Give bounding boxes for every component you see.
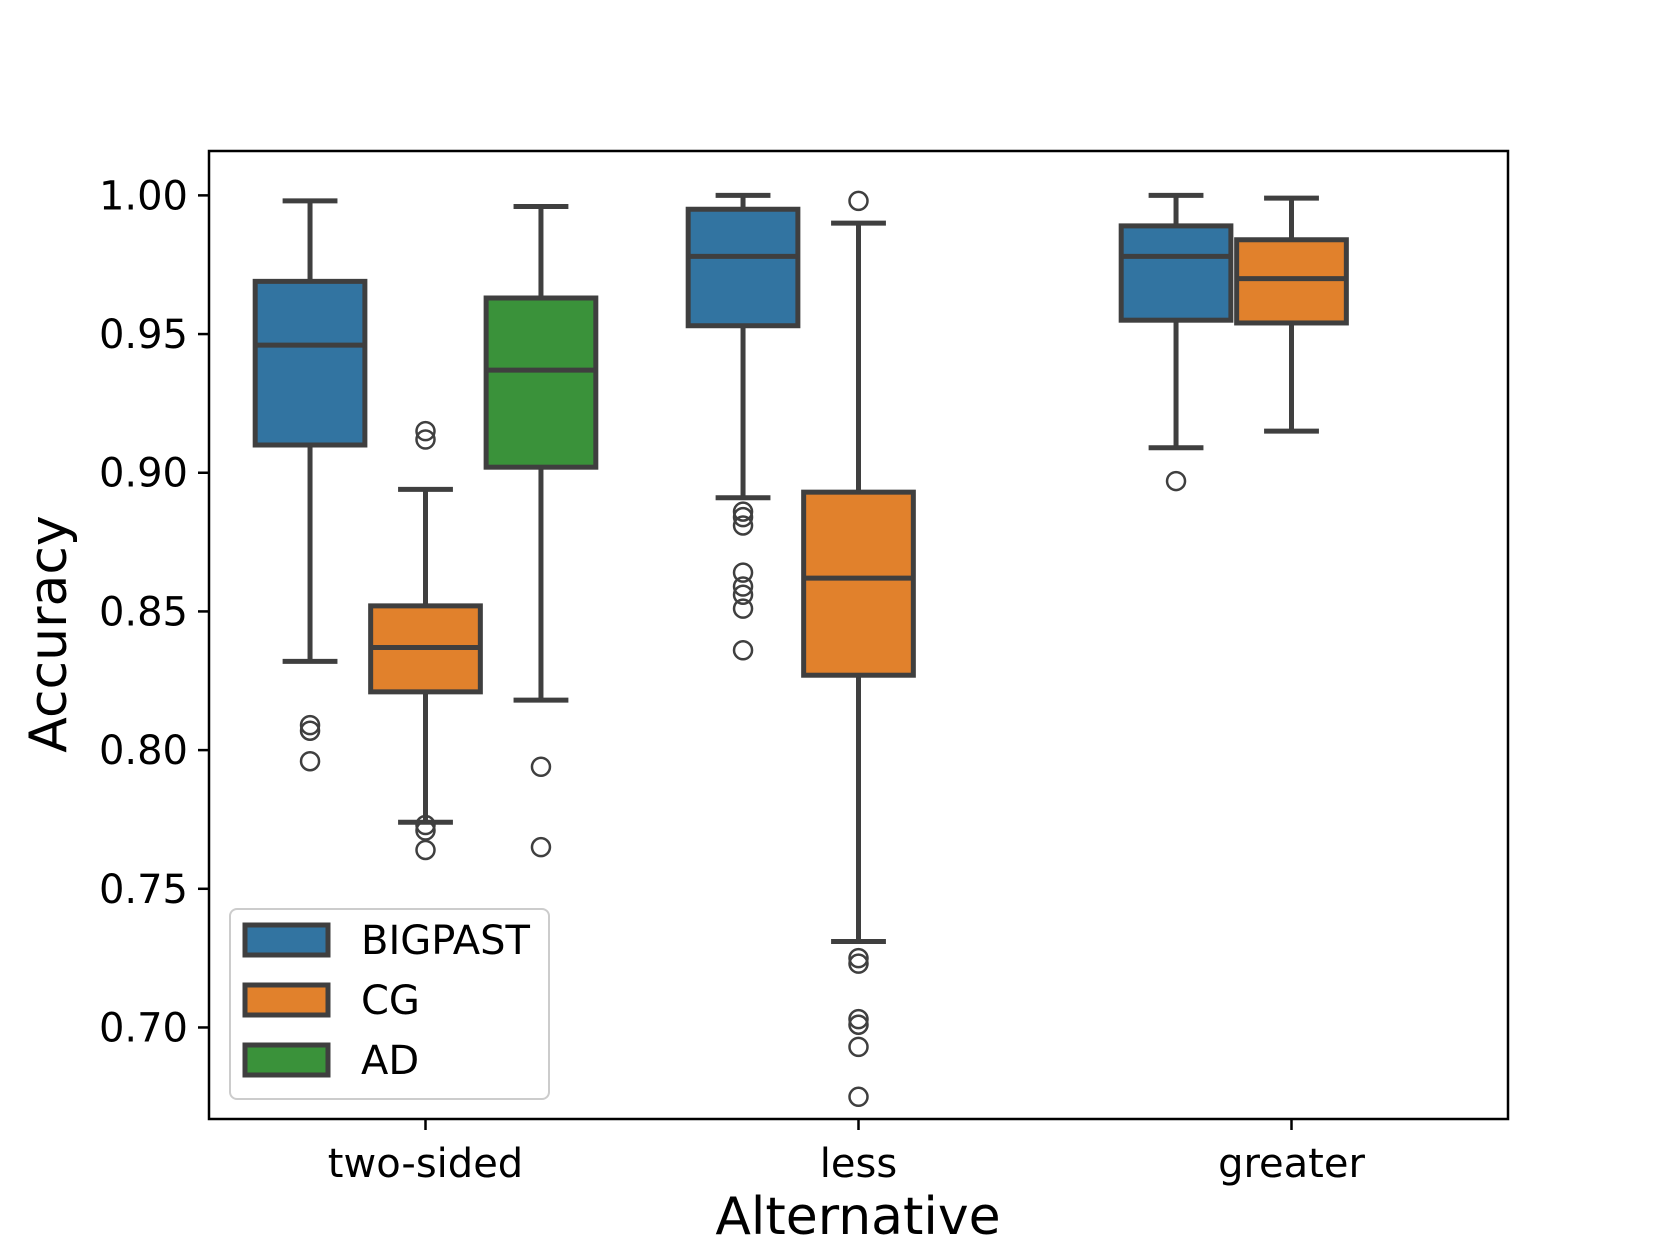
outlier-point xyxy=(415,820,436,841)
legend-swatch-bigpast xyxy=(242,922,331,958)
outlier-point xyxy=(530,756,552,777)
y-tick-label: 0.75 xyxy=(99,867,188,913)
iqr-box xyxy=(1234,237,1349,326)
box-cg-two-sided xyxy=(368,420,483,861)
iqr-box xyxy=(685,206,801,329)
outlier-point xyxy=(299,750,321,772)
outlier-point xyxy=(848,1014,869,1035)
legend-label-cg: CG xyxy=(361,978,420,1024)
y-axis-ticks: 0.70 0.75 0.80 0.85 0.90 0.95 1.00 xyxy=(99,173,209,1051)
outlier-point xyxy=(415,839,436,861)
outlier-point xyxy=(848,953,869,974)
box-ad-two-sided xyxy=(483,203,599,858)
legend-label-bigpast: BIGPAST xyxy=(361,918,531,964)
legend-swatch-cg xyxy=(242,982,331,1018)
outlier-point xyxy=(732,576,754,597)
iqr-box xyxy=(801,489,916,678)
y-tick-label: 0.80 xyxy=(99,728,188,774)
outlier-point xyxy=(299,714,321,736)
box-bigpast-greater xyxy=(1118,192,1234,492)
outlier-point xyxy=(1165,470,1187,492)
y-tick-label: 0.95 xyxy=(99,312,188,358)
box-cg-greater xyxy=(1234,195,1349,434)
outlier-point xyxy=(848,190,869,212)
outlier-point xyxy=(415,429,436,450)
iqr-box xyxy=(252,278,368,448)
outlier-point xyxy=(848,1008,869,1030)
x-axis-label: Alternative xyxy=(715,1187,1000,1246)
iqr-box xyxy=(483,295,599,470)
legend-swatch-ad xyxy=(242,1042,331,1078)
outlier-point xyxy=(732,598,754,619)
box-bigpast-less xyxy=(685,192,801,661)
outlier-point xyxy=(732,515,754,536)
outlier-point xyxy=(732,501,754,522)
y-axis-label: Accuracy xyxy=(19,515,79,752)
plot-area xyxy=(252,190,1349,1108)
outlier-point xyxy=(732,584,754,606)
x-axis-ticks: two-sided less greater xyxy=(328,1119,1365,1187)
legend: BIGPAST CG AD xyxy=(229,908,550,1100)
box-cg-less xyxy=(801,190,916,1108)
iqr-box xyxy=(1118,223,1234,323)
legend-label-ad: AD xyxy=(361,1038,419,1084)
outlier-point xyxy=(415,814,436,836)
box-bigpast-two-sided xyxy=(252,198,368,772)
outlier-point xyxy=(848,1036,869,1058)
x-tick-label: greater xyxy=(1218,1141,1365,1187)
outlier-point xyxy=(732,506,754,528)
outlier-point xyxy=(732,640,754,661)
outlier-point xyxy=(848,947,869,969)
outlier-point xyxy=(848,1086,869,1108)
y-tick-label: 0.70 xyxy=(99,1005,188,1051)
y-tick-label: 0.90 xyxy=(99,451,188,497)
x-tick-label: two-sided xyxy=(328,1141,523,1187)
y-tick-label: 1.00 xyxy=(99,173,188,219)
outlier-point xyxy=(732,562,754,583)
outlier-point xyxy=(299,720,321,741)
outlier-point xyxy=(530,836,552,858)
y-tick-label: 0.85 xyxy=(99,589,188,635)
outlier-point xyxy=(415,420,436,442)
x-tick-label: less xyxy=(820,1141,897,1187)
